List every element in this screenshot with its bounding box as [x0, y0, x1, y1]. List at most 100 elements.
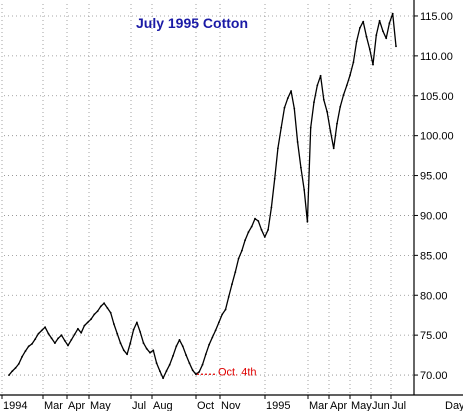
- series-point: [8, 374, 10, 376]
- y-tick-label: 70.00: [420, 370, 448, 382]
- series-point: [31, 343, 33, 345]
- series-point: [152, 349, 155, 352]
- series-point: [54, 342, 56, 344]
- series-point: [227, 296, 230, 298]
- chart-title: July 1995 Cotton: [136, 15, 248, 31]
- series-point: [139, 331, 142, 333]
- series-point: [168, 363, 171, 366]
- series-point: [309, 126, 312, 129]
- y-tick-label: 115.00: [420, 11, 453, 23]
- series-point: [349, 74, 351, 76]
- y-tick-label: 110.00: [420, 51, 453, 63]
- series-point: [332, 147, 335, 150]
- series-point: [129, 342, 132, 344]
- series-point: [244, 239, 247, 242]
- series-point: [175, 345, 178, 348]
- series-point: [159, 370, 161, 372]
- y-tick-label: 100.00: [420, 131, 454, 143]
- series-point: [263, 236, 266, 238]
- series-point: [67, 344, 69, 347]
- series-point: [34, 338, 37, 340]
- series-point: [273, 177, 276, 180]
- series-point: [50, 337, 53, 340]
- x-tick-label: Nov: [221, 400, 241, 411]
- series-point: [359, 27, 361, 29]
- series-point: [142, 342, 145, 344]
- series-point: [21, 355, 23, 358]
- series-point: [155, 362, 158, 364]
- series-point: [277, 147, 279, 150]
- series-point: [119, 342, 122, 344]
- series-point: [342, 94, 345, 96]
- series-point: [99, 305, 102, 308]
- series-point: [11, 370, 14, 372]
- series-point: [218, 321, 220, 324]
- series-point: [316, 84, 319, 87]
- series-point: [27, 345, 30, 348]
- price-series: [8, 12, 397, 380]
- series-point: [293, 107, 296, 110]
- series-point: [247, 231, 250, 234]
- series-point: [109, 311, 112, 314]
- x-tick-label: Aug: [153, 400, 173, 411]
- series-point: [237, 257, 240, 260]
- series-point: [96, 310, 99, 313]
- series-point: [44, 326, 46, 329]
- series-point: [322, 98, 325, 101]
- series-point: [145, 347, 148, 350]
- series-point: [195, 373, 197, 376]
- series-point: [198, 371, 201, 373]
- series-point: [286, 97, 289, 100]
- series-point: [283, 106, 286, 109]
- series-point: [224, 308, 227, 311]
- x-tick-label: May: [90, 400, 111, 411]
- series-point: [388, 22, 391, 25]
- series-point: [122, 349, 125, 352]
- series-point: [106, 307, 109, 309]
- series-point: [57, 337, 60, 340]
- series-point: [77, 327, 79, 330]
- series-point: [313, 101, 315, 103]
- series-point: [214, 329, 217, 332]
- series-point: [191, 369, 194, 372]
- y-tick-label: 90.00: [420, 210, 448, 222]
- series-point: [365, 35, 368, 38]
- series-point: [326, 110, 328, 113]
- series-point: [37, 332, 40, 335]
- series-point: [47, 332, 50, 335]
- annotation-layer: Oct. 4th: [197, 366, 257, 378]
- x-tick-label: Jul: [392, 400, 406, 411]
- series-point: [378, 19, 381, 22]
- series-point: [208, 343, 211, 346]
- series-point: [70, 339, 73, 341]
- series-point: [385, 37, 388, 40]
- annotation-label: Oct. 4th: [218, 366, 257, 378]
- series-point: [204, 353, 207, 356]
- series-point: [14, 367, 17, 369]
- x-tick-label: Jun: [372, 400, 390, 411]
- series-point: [352, 61, 355, 64]
- series-point: [241, 249, 243, 252]
- series-point: [280, 126, 283, 129]
- x-tick-label: Mar: [44, 400, 63, 411]
- series-point: [382, 30, 384, 32]
- series-point: [185, 354, 188, 356]
- series-point: [336, 122, 338, 125]
- series-point: [60, 334, 63, 337]
- series-point: [368, 48, 371, 51]
- x-tick-label: Apr: [330, 400, 347, 411]
- y-tick-label: 80.00: [420, 290, 448, 302]
- series-point: [165, 370, 168, 372]
- series-point: [270, 206, 273, 209]
- series-point: [132, 328, 135, 331]
- x-tick-label: 1995: [266, 400, 290, 411]
- series-point: [260, 228, 263, 231]
- series-point: [339, 106, 342, 108]
- series-point: [86, 321, 89, 324]
- y-tick-label: 105.00: [420, 91, 454, 103]
- series-point: [73, 333, 76, 336]
- series-point: [254, 217, 256, 220]
- series-point: [355, 40, 358, 43]
